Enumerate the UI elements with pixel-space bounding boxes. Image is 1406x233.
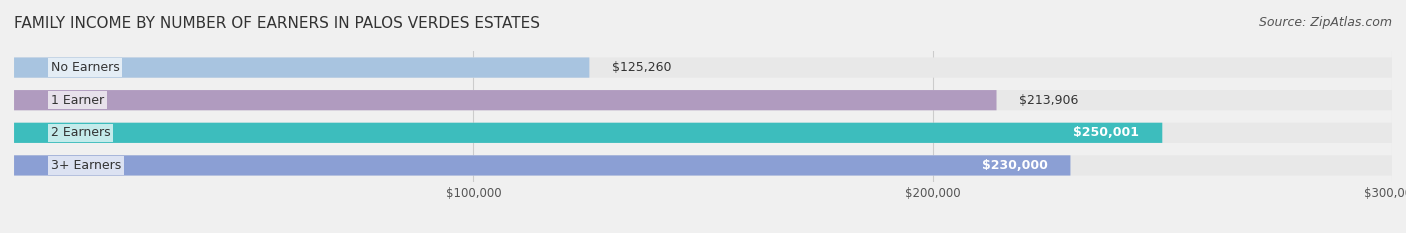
FancyBboxPatch shape: [14, 90, 1392, 110]
Text: 3+ Earners: 3+ Earners: [51, 159, 121, 172]
Text: 1 Earner: 1 Earner: [51, 94, 104, 107]
FancyBboxPatch shape: [14, 58, 1392, 78]
FancyBboxPatch shape: [14, 123, 1392, 143]
Text: $125,260: $125,260: [613, 61, 672, 74]
FancyBboxPatch shape: [14, 58, 589, 78]
Text: $250,001: $250,001: [1073, 126, 1139, 139]
Text: $230,000: $230,000: [981, 159, 1047, 172]
Text: Source: ZipAtlas.com: Source: ZipAtlas.com: [1258, 16, 1392, 29]
Text: 2 Earners: 2 Earners: [51, 126, 111, 139]
FancyBboxPatch shape: [14, 123, 1163, 143]
FancyBboxPatch shape: [14, 155, 1070, 175]
FancyBboxPatch shape: [14, 155, 1392, 175]
Text: $213,906: $213,906: [1019, 94, 1078, 107]
Text: FAMILY INCOME BY NUMBER OF EARNERS IN PALOS VERDES ESTATES: FAMILY INCOME BY NUMBER OF EARNERS IN PA…: [14, 16, 540, 31]
FancyBboxPatch shape: [14, 90, 997, 110]
Text: No Earners: No Earners: [51, 61, 120, 74]
